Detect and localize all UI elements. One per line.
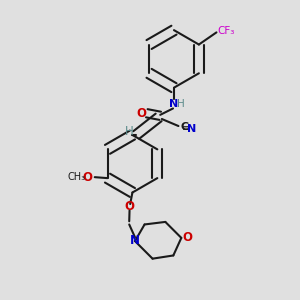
Text: O: O <box>124 200 134 213</box>
Text: N: N <box>130 234 140 247</box>
Text: H: H <box>125 124 134 138</box>
Text: CF₃: CF₃ <box>218 26 235 36</box>
Text: CH₃: CH₃ <box>67 172 85 182</box>
Text: O: O <box>136 107 146 120</box>
Text: O: O <box>182 231 192 244</box>
Text: N: N <box>187 124 196 134</box>
Text: ≡: ≡ <box>182 123 190 133</box>
Text: N: N <box>169 99 178 109</box>
Text: H: H <box>177 99 185 109</box>
Text: C: C <box>180 122 188 132</box>
Text: O: O <box>82 171 92 184</box>
